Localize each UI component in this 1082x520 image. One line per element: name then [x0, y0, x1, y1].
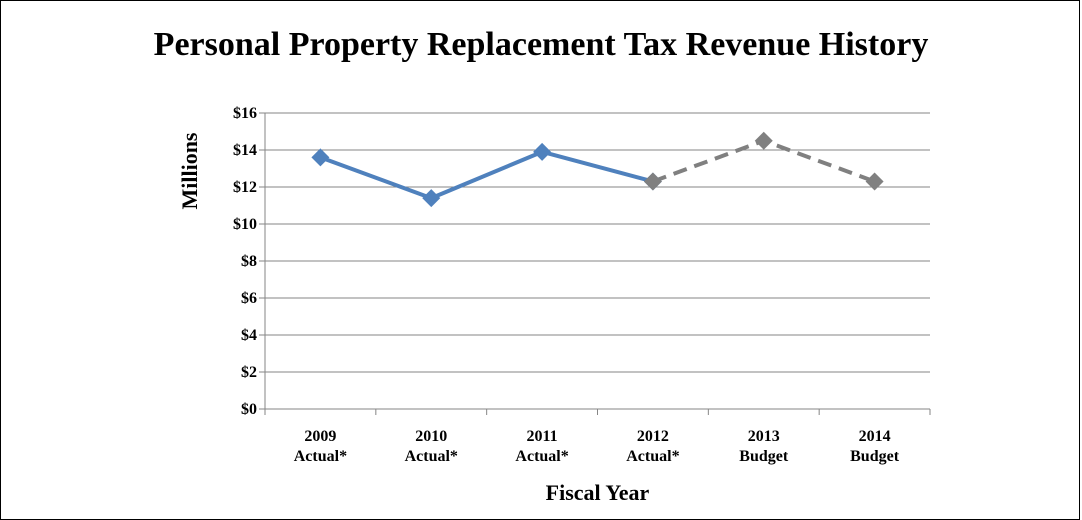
x-tick-label: Actual* — [515, 448, 568, 465]
x-tick-label: 2012 — [637, 428, 669, 445]
x-tick-label: 2011 — [527, 428, 558, 445]
data-point-marker — [533, 142, 552, 161]
y-tick-label: $10 — [233, 216, 257, 233]
x-tick-label: Actual* — [626, 448, 679, 465]
y-tick-label: $14 — [233, 142, 257, 159]
y-tick-label: $4 — [241, 327, 257, 344]
y-tick-label: $8 — [241, 253, 257, 270]
y-axis-title: Millions — [177, 132, 202, 209]
x-tick-label: 2013 — [748, 428, 780, 445]
x-tick-label: 2010 — [415, 428, 447, 445]
data-point-marker — [422, 189, 441, 208]
y-tick-label: $2 — [241, 364, 257, 381]
x-tick-label: Budget — [850, 448, 900, 465]
y-tick-label: $16 — [233, 105, 257, 122]
y-tick-label: $6 — [241, 290, 257, 307]
data-point-marker — [643, 172, 662, 191]
x-tick-label: 2009 — [304, 428, 336, 445]
x-axis-title: Fiscal Year — [546, 480, 650, 505]
data-point-marker — [311, 148, 330, 167]
x-tick-label: Actual* — [294, 448, 347, 465]
x-tick-label: Actual* — [405, 448, 458, 465]
x-tick-label: Budget — [739, 448, 789, 465]
x-tick-label: 2014 — [859, 428, 891, 445]
series-line — [319, 149, 654, 201]
y-tick-label: $12 — [233, 179, 257, 196]
y-tick-label: $0 — [241, 401, 257, 418]
data-point-marker — [754, 131, 773, 150]
chart-title: Personal Property Replacement Tax Revenu… — [153, 26, 929, 63]
data-point-marker — [865, 172, 884, 191]
